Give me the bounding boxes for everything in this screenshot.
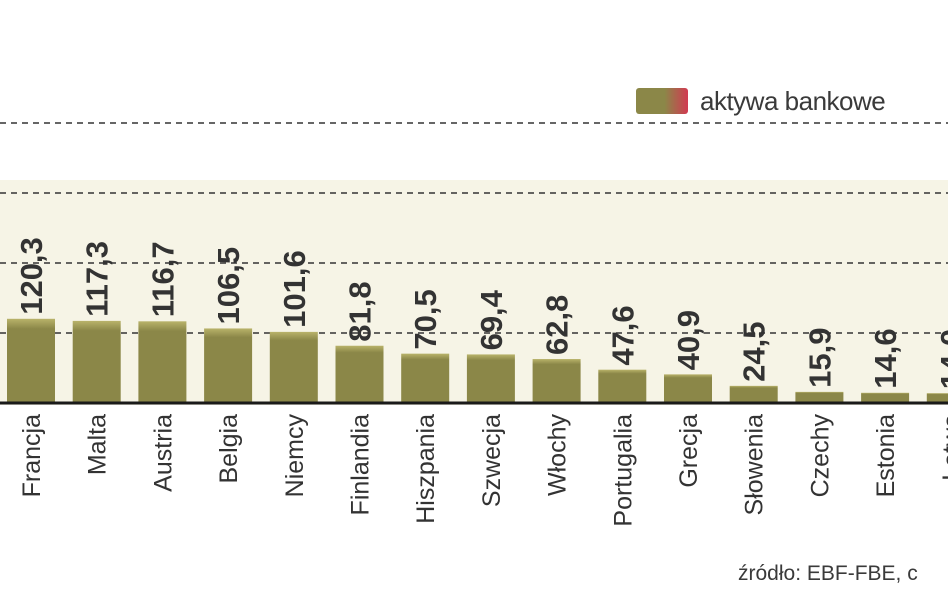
- value-label: 101,6: [277, 250, 312, 328]
- value-label: 117,3: [80, 241, 115, 317]
- value-label: 14,0: [934, 329, 948, 389]
- category-label: Hiszpania: [412, 414, 440, 524]
- bar: [729, 385, 778, 403]
- value-label: 62,8: [540, 295, 575, 355]
- category-label: Estonia: [872, 414, 900, 497]
- bars: [7, 318, 948, 403]
- bar: [532, 359, 581, 403]
- value-label: 69,4: [474, 289, 509, 350]
- category-label: Łotwa: [938, 414, 948, 481]
- source-note: źródło: EBF-FBE, c: [738, 562, 918, 585]
- category-label: Grecja: [675, 414, 703, 488]
- category-label: Finlandia: [347, 414, 375, 516]
- bar: [598, 369, 647, 403]
- value-label: 70,5: [408, 289, 443, 349]
- value-label: 106,5: [211, 247, 246, 325]
- category-label: Francja: [18, 414, 46, 497]
- bar: [335, 345, 384, 403]
- value-labels: 120,3 117,3 116,7 106,5 101,6 81,8 70,5 69,4 62,…: [14, 237, 948, 389]
- value-label: 120,3: [14, 237, 49, 315]
- category-label: Portugalia: [609, 414, 637, 527]
- bar: [401, 353, 450, 403]
- category-labels: Francja Malta Austria Belgia Niemcy Finlandia…: [18, 414, 948, 527]
- bar: [861, 392, 910, 403]
- bar: [204, 328, 253, 403]
- category-label: Niemcy: [281, 414, 309, 498]
- bar: [926, 393, 948, 403]
- category-label: Słowenia: [741, 414, 769, 516]
- category-label: Czechy: [806, 414, 834, 498]
- legend-label: aktywa bankowe: [700, 85, 886, 116]
- category-label: Szwecja: [478, 414, 506, 507]
- category-label: Malta: [84, 414, 112, 475]
- category-label: Austria: [149, 414, 177, 492]
- bar: [72, 320, 121, 403]
- legend: aktywa bankowe: [636, 83, 886, 119]
- legend-swatch: [636, 88, 688, 114]
- value-label: 40,9: [671, 310, 706, 370]
- value-label: 14,6: [868, 328, 903, 388]
- category-label: Włochy: [544, 414, 572, 496]
- value-label: 116,7: [145, 241, 180, 317]
- value-label: 24,5: [737, 322, 772, 382]
- bar: [269, 331, 318, 403]
- bar: [664, 374, 712, 403]
- category-label: Belgia: [215, 414, 243, 484]
- bar: [138, 321, 187, 403]
- value-label: 81,8: [343, 281, 378, 341]
- bar: [7, 318, 55, 403]
- value-label: 15,9: [802, 328, 837, 388]
- bar: [795, 391, 844, 403]
- bar: [466, 354, 515, 403]
- value-label: 47,6: [605, 305, 640, 365]
